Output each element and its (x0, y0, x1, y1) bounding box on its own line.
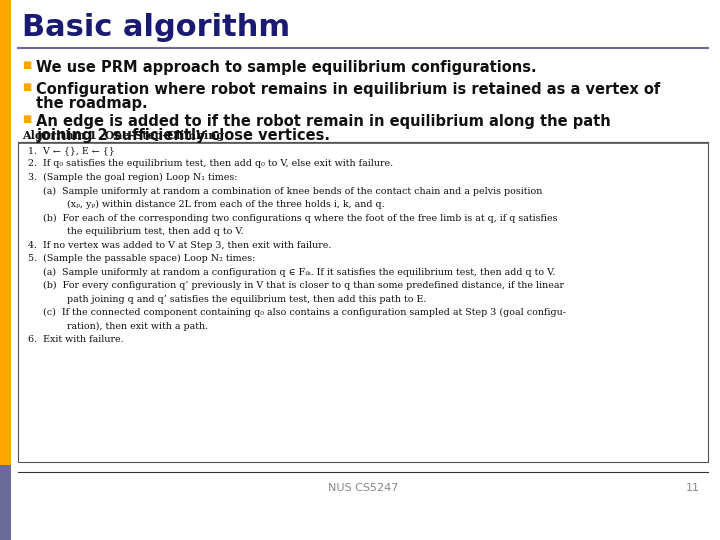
Text: ration), then exit with a path.: ration), then exit with a path. (22, 321, 208, 330)
Text: 3.  (Sample the goal region) Loop N₁ times:: 3. (Sample the goal region) Loop N₁ time… (22, 173, 238, 182)
Text: the equilibrium test, then add q to V.: the equilibrium test, then add q to V. (22, 227, 243, 236)
Bar (18, 142, 708, 462)
Text: (a)  Sample uniformly at random a combination of knee bends of the contact chain: (a) Sample uniformly at random a combina… (22, 186, 542, 195)
Text: ■: ■ (22, 114, 31, 124)
Text: ■: ■ (22, 60, 31, 70)
Text: path joining q and q’ satisfies the equilibrium test, then add this path to E.: path joining q and q’ satisfies the equi… (22, 294, 426, 303)
Text: 6.  Exit with failure.: 6. Exit with failure. (22, 335, 124, 344)
Text: (c)  If the connected component containing q₀ also contains a configuration samp: (c) If the connected component containin… (22, 308, 566, 317)
Text: the roadmap.: the roadmap. (36, 96, 148, 111)
Text: 5.  (Sample the passable space) Loop N₂ times:: 5. (Sample the passable space) Loop N₂ t… (22, 254, 256, 263)
Text: We use PRM approach to sample equilibrium configurations.: We use PRM approach to sample equilibriu… (36, 60, 536, 75)
Text: Algorithm 1  One-Step-Climbing: Algorithm 1 One-Step-Climbing (22, 130, 224, 141)
Text: (b)  For each of the corresponding two configurations q where the foot of the fr: (b) For each of the corresponding two co… (22, 213, 557, 222)
Text: An edge is added to if the robot remain in equilibrium along the path: An edge is added to if the robot remain … (36, 114, 611, 129)
Text: (b)  For every configuration q’ previously in V that is closer to q than some pr: (b) For every configuration q’ previousl… (22, 281, 564, 290)
Text: 11: 11 (686, 483, 700, 493)
Text: ■: ■ (22, 82, 31, 92)
Text: Basic algorithm: Basic algorithm (22, 13, 290, 42)
Text: 4.  If no vertex was added to V at Step 3, then exit with failure.: 4. If no vertex was added to V at Step 3… (22, 240, 331, 249)
Text: 2.  If q₀ satisfies the equilibrium test, then add q₀ to V, else exit with failu: 2. If q₀ satisfies the equilibrium test,… (22, 159, 393, 168)
Text: Configuration where robot remains in equilibrium is retained as a vertex of: Configuration where robot remains in equ… (36, 82, 660, 97)
Text: (a)  Sample uniformly at random a configuration q ∈ Fᵢₖ. If it satisfies the equ: (a) Sample uniformly at random a configu… (22, 267, 555, 276)
Bar (0, 0, 11, 540)
Text: (xₚ, yₚ) within distance 2L from each of the three holds i, k, and q.: (xₚ, yₚ) within distance 2L from each of… (22, 200, 384, 209)
Bar (0, 465, 11, 540)
Text: 1.  V ← {}, E ← {}: 1. V ← {}, E ← {} (22, 146, 114, 155)
Text: joining 2 sufficiently close vertices.: joining 2 sufficiently close vertices. (36, 128, 330, 143)
Text: NUS CS5247: NUS CS5247 (328, 483, 398, 493)
